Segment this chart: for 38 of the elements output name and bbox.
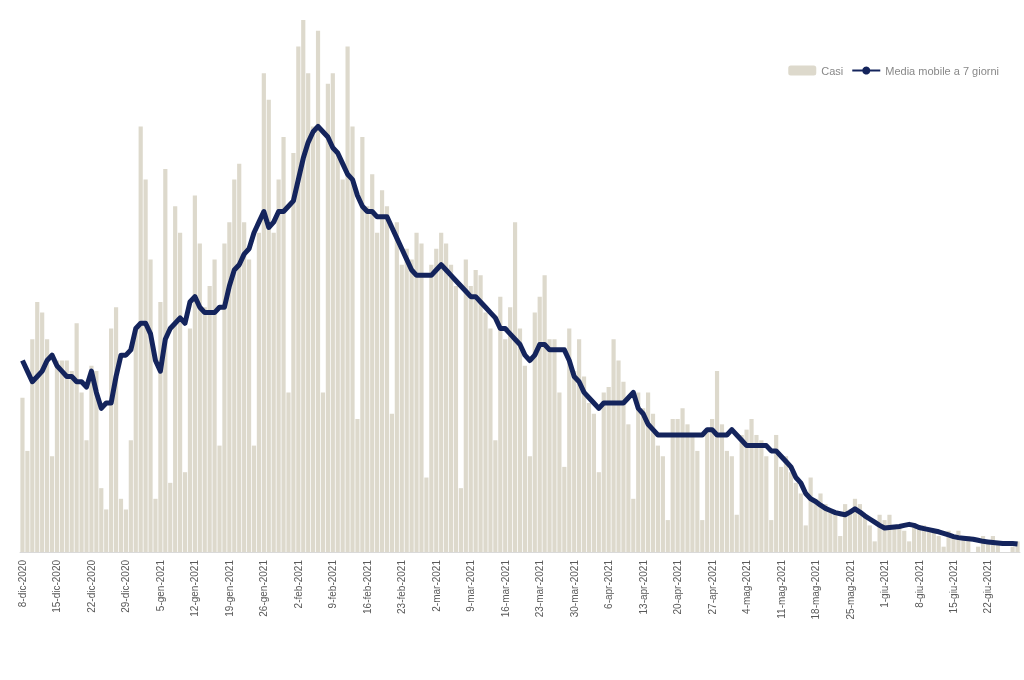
x-tick-label: 1-giu-2021 bbox=[879, 559, 891, 608]
bar bbox=[645, 392, 651, 552]
x-tick-label: 8-dic-2020 bbox=[16, 559, 28, 608]
x-tick-label: 8-giu-2021 bbox=[913, 559, 925, 608]
bar bbox=[512, 222, 518, 552]
x-tick-label: 5-gen-2021 bbox=[154, 559, 166, 612]
x-tick-label: 29-dic-2020 bbox=[120, 559, 132, 613]
x-tick-label: 22-dic-2020 bbox=[85, 559, 97, 613]
x-tick-label: 9-mar-2021 bbox=[465, 559, 477, 612]
x-tick-label: 23-mar-2021 bbox=[534, 559, 546, 618]
bar bbox=[315, 30, 321, 552]
bar bbox=[714, 371, 720, 552]
x-tick-label: 6-apr-2021 bbox=[603, 559, 615, 609]
bar bbox=[379, 190, 385, 552]
x-tick-label: 26-gen-2021 bbox=[258, 559, 270, 617]
x-tick-label: 15-dic-2020 bbox=[51, 559, 63, 613]
x-tick-label: 18-mag-2021 bbox=[810, 559, 822, 620]
x-tick-label: 2-feb-2021 bbox=[292, 559, 304, 609]
x-tick-label: 16-feb-2021 bbox=[361, 559, 373, 614]
x-tick-label: 15-giu-2021 bbox=[948, 559, 959, 614]
x-tick-label: 13-apr-2021 bbox=[637, 559, 649, 615]
bar bbox=[20, 397, 25, 552]
x-tick-label: 9-feb-2021 bbox=[327, 559, 339, 609]
x-tick-label: 20-apr-2021 bbox=[672, 559, 684, 615]
legend-label: Media mobile a 7 giorni bbox=[885, 64, 1000, 77]
x-tick-label: 30-mar-2021 bbox=[568, 559, 580, 618]
x-tick-label: 16-mar-2021 bbox=[499, 559, 511, 618]
legend-label: Casi bbox=[821, 64, 844, 77]
x-tick-label: 4-mag-2021 bbox=[741, 559, 753, 614]
x-tick-label: 23-feb-2021 bbox=[396, 559, 408, 614]
x-tick-label: 12-gen-2021 bbox=[189, 559, 201, 617]
x-tick-label: 27-apr-2021 bbox=[706, 559, 718, 615]
x-tick-label: 22-giu-2021 bbox=[982, 559, 994, 614]
x-tick-label: 19-gen-2021 bbox=[223, 559, 235, 617]
x-tick-label: 2-mar-2021 bbox=[430, 559, 442, 612]
x-tick-label: 25-mag-2021 bbox=[844, 559, 856, 620]
x-tick-label: 11-mag-2021 bbox=[775, 559, 787, 619]
bar bbox=[54, 360, 60, 552]
